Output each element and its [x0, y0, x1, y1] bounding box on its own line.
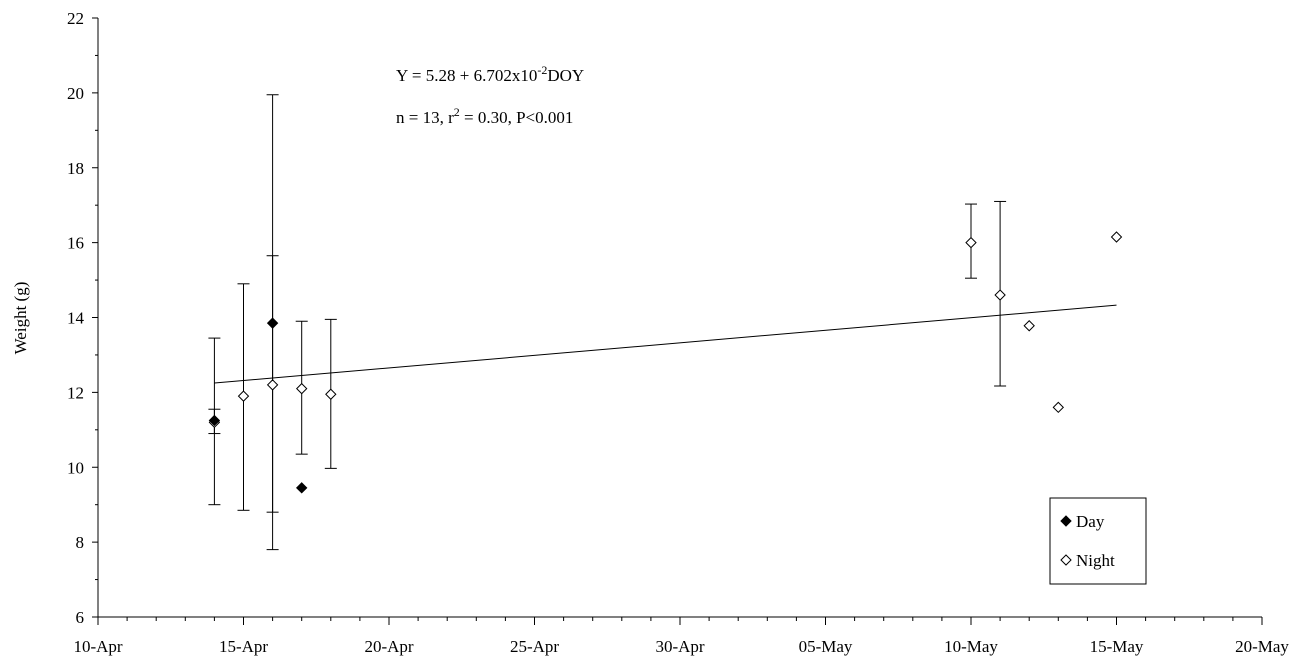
y-tick-label: 14	[67, 309, 85, 328]
night-point	[326, 389, 336, 399]
regression-equation: Y = 5.28 + 6.702x10-2DOY	[396, 63, 584, 85]
x-tick-label: 05-May	[799, 637, 853, 656]
night-point	[995, 290, 1005, 300]
x-tick-label: 25-Apr	[510, 637, 559, 656]
day-point	[297, 483, 307, 493]
regression-stats: n = 13, r2 = 0.30, P<0.001	[396, 105, 573, 127]
stats-suffix: = 0.30, P<0.001	[460, 108, 574, 127]
y-tick-label: 6	[76, 608, 85, 627]
night-point	[268, 380, 278, 390]
legend: Day Night	[1050, 498, 1146, 584]
night-point	[297, 384, 307, 394]
x-tick-label: 15-May	[1090, 637, 1144, 656]
y-tick-label: 8	[76, 533, 85, 552]
night-point	[966, 238, 976, 248]
night-point	[1053, 402, 1063, 412]
equation-prefix: Y = 5.28 + 6.702x10	[396, 66, 537, 85]
y-axis-title: Weight (g)	[11, 282, 30, 355]
x-tick-label: 10-May	[944, 637, 998, 656]
x-tick-label: 20-May	[1235, 637, 1289, 656]
day-point	[268, 318, 278, 328]
y-axis-ticks: 6 8 10 12 14 16 18 20 22	[67, 9, 98, 627]
y-tick-label: 20	[67, 84, 84, 103]
y-tick-label: 16	[67, 234, 84, 253]
x-tick-label: 20-Apr	[364, 637, 413, 656]
legend-night-label: Night	[1076, 551, 1115, 570]
legend-day-label: Day	[1076, 512, 1105, 531]
night-point	[1112, 232, 1122, 242]
legend-box	[1050, 498, 1146, 584]
equation-suffix: DOY	[547, 66, 584, 85]
x-tick-label: 30-Apr	[655, 637, 704, 656]
night-point	[1024, 321, 1034, 331]
data-markers	[209, 232, 1121, 493]
y-tick-label: 18	[67, 159, 84, 178]
regression-line-path	[214, 305, 1116, 383]
stats-prefix: n = 13, r	[396, 108, 454, 127]
y-tick-label: 12	[67, 383, 84, 402]
x-tick-label: 15-Apr	[219, 637, 268, 656]
x-tick-label: 10-Apr	[73, 637, 122, 656]
x-axis-ticks: 10-Apr 15-Apr 20-Apr 25-Apr 30-Apr 05-May 10-M…	[73, 617, 1289, 656]
y-tick-label: 10	[67, 458, 84, 477]
equation-exponent: -2	[537, 63, 547, 77]
error-bars	[208, 95, 1006, 550]
regression-line	[214, 305, 1116, 383]
y-tick-label: 22	[67, 9, 84, 28]
night-point	[239, 391, 249, 401]
